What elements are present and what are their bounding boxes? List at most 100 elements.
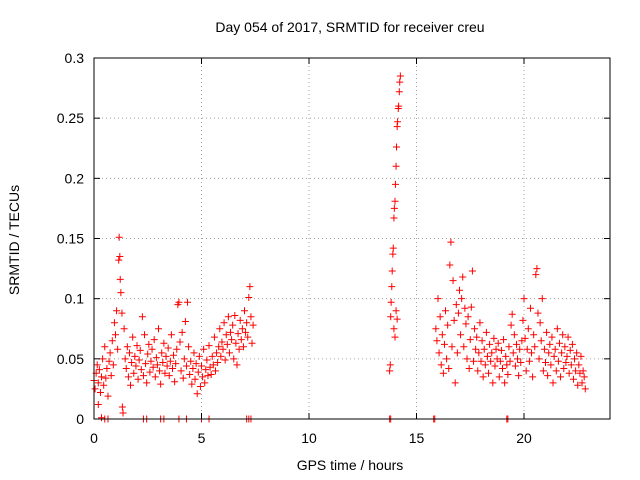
data-point — [161, 369, 169, 377]
data-point — [139, 372, 147, 380]
data-point — [237, 336, 245, 344]
data-point — [521, 334, 529, 342]
data-point — [202, 366, 210, 374]
data-point — [234, 330, 242, 338]
data-point — [512, 340, 520, 348]
data-point — [93, 361, 101, 369]
data-point — [211, 367, 219, 375]
x-tick-label: 20 — [516, 430, 532, 446]
data-point — [389, 250, 397, 258]
data-point — [568, 340, 576, 348]
data-point — [562, 358, 570, 366]
data-point — [163, 362, 171, 370]
data-point — [531, 343, 539, 351]
data-point — [543, 328, 551, 336]
data-point — [395, 102, 403, 110]
data-point — [158, 349, 166, 357]
data-point — [573, 349, 581, 357]
data-point — [238, 325, 246, 333]
data-point — [566, 346, 574, 354]
data-point — [119, 409, 127, 417]
data-point — [102, 374, 110, 382]
data-point — [454, 309, 462, 317]
data-point — [459, 273, 467, 281]
data-point — [514, 355, 522, 363]
data-point — [465, 364, 473, 372]
data-point — [461, 304, 469, 312]
data-point — [116, 275, 124, 283]
data-point — [567, 361, 575, 369]
data-point — [395, 88, 403, 96]
data-point — [511, 362, 519, 370]
data-point — [215, 343, 223, 351]
data-point — [120, 325, 128, 333]
data-point — [196, 383, 204, 391]
data-point — [534, 309, 542, 317]
data-point — [436, 313, 444, 321]
data-point — [434, 295, 442, 303]
data-point — [545, 349, 553, 357]
data-point — [503, 361, 511, 369]
data-point — [181, 318, 189, 326]
data-point — [182, 362, 190, 370]
data-point — [524, 325, 532, 333]
data-point — [532, 271, 540, 279]
data-point — [150, 336, 158, 344]
data-point — [179, 374, 187, 382]
data-point — [509, 349, 517, 357]
data-point — [387, 298, 395, 306]
data-point — [218, 338, 226, 346]
data-point — [159, 358, 167, 366]
data-point — [495, 373, 503, 381]
data-point — [390, 204, 398, 212]
data-point — [387, 313, 395, 321]
data-point — [546, 340, 554, 348]
data-point — [227, 328, 235, 336]
data-point — [468, 267, 476, 275]
data-point — [193, 390, 201, 398]
data-point — [508, 310, 516, 318]
data-point — [478, 337, 486, 345]
data-point — [99, 355, 107, 363]
data-point — [392, 307, 400, 315]
data-point — [229, 321, 237, 329]
y-tick-label: 0.1 — [65, 291, 85, 307]
data-point — [458, 295, 466, 303]
data-point — [242, 328, 250, 336]
data-point — [109, 361, 117, 369]
data-point — [472, 345, 480, 353]
data-point — [564, 333, 572, 341]
data-point — [216, 325, 224, 333]
data-point — [544, 372, 552, 380]
data-point — [393, 315, 401, 323]
data-point — [452, 301, 460, 309]
data-point — [494, 339, 502, 347]
data-point — [173, 345, 181, 353]
data-point — [105, 357, 113, 365]
data-point — [456, 286, 463, 294]
data-point — [519, 316, 527, 324]
grid — [94, 58, 610, 419]
data-point — [563, 352, 571, 360]
data-point — [106, 349, 114, 357]
data-point — [450, 316, 458, 324]
data-point — [194, 368, 202, 376]
data-point — [180, 355, 188, 363]
data-point — [157, 380, 165, 388]
data-point — [471, 325, 479, 333]
data-point — [241, 307, 248, 315]
data-point — [453, 349, 461, 357]
data-point — [515, 372, 523, 380]
data-point — [445, 364, 453, 372]
data-point — [249, 321, 257, 329]
data-point — [392, 162, 400, 170]
data-point — [391, 180, 399, 188]
data-point — [220, 319, 228, 327]
data-point — [204, 372, 212, 380]
data-point — [118, 403, 126, 411]
data-point — [164, 344, 172, 352]
data-point — [245, 293, 253, 301]
data-point — [94, 379, 102, 387]
data-point — [137, 366, 145, 374]
